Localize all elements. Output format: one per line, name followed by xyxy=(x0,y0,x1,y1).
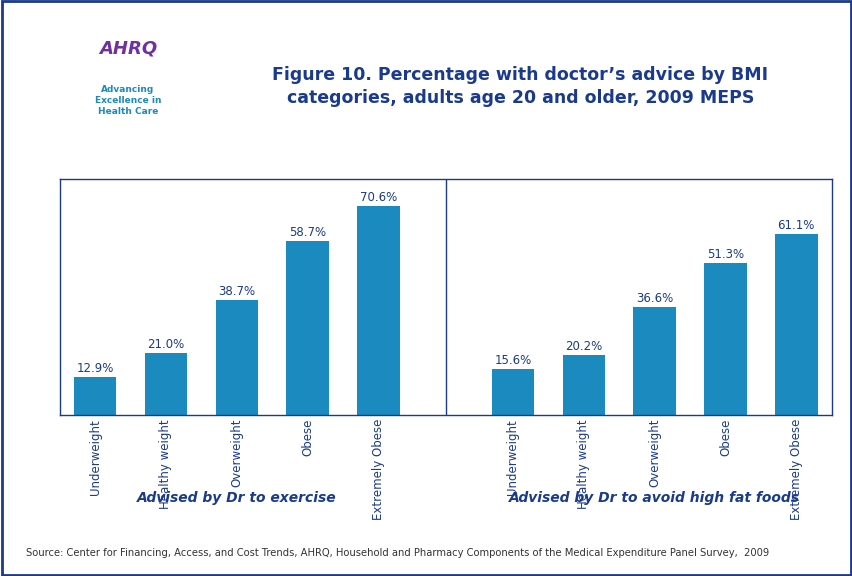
Bar xyxy=(216,301,257,415)
Text: 21.0%: 21.0% xyxy=(147,338,184,351)
Bar xyxy=(145,353,187,415)
Bar xyxy=(74,377,116,415)
Bar xyxy=(357,206,400,415)
Text: 38.7%: 38.7% xyxy=(218,286,255,298)
Bar xyxy=(633,306,675,415)
Text: 51.3%: 51.3% xyxy=(706,248,743,262)
Text: 58.7%: 58.7% xyxy=(289,226,325,240)
Text: 12.9%: 12.9% xyxy=(77,362,113,374)
Bar xyxy=(774,234,816,415)
Text: Advancing
Excellence in
Health Care: Advancing Excellence in Health Care xyxy=(95,85,161,116)
Text: 61.1%: 61.1% xyxy=(777,219,814,232)
Bar xyxy=(561,355,604,415)
Bar xyxy=(286,241,329,415)
Text: 20.2%: 20.2% xyxy=(565,340,602,353)
Bar xyxy=(491,369,533,415)
Text: AHRQ: AHRQ xyxy=(99,40,157,58)
Text: Advised by Dr to avoid high fat foods: Advised by Dr to avoid high fat foods xyxy=(509,491,799,505)
Text: 70.6%: 70.6% xyxy=(360,191,396,204)
Text: 36.6%: 36.6% xyxy=(636,291,672,305)
Bar xyxy=(704,263,746,415)
Text: Source: Center for Financing, Access, and Cost Trends, AHRQ, Household and Pharm: Source: Center for Financing, Access, an… xyxy=(26,548,768,558)
Text: Figure 10. Percentage with doctor’s advice by BMI
categories, adults age 20 and : Figure 10. Percentage with doctor’s advi… xyxy=(272,66,768,107)
Text: 15.6%: 15.6% xyxy=(494,354,531,366)
Text: Advised by Dr to exercise: Advised by Dr to exercise xyxy=(137,491,337,505)
